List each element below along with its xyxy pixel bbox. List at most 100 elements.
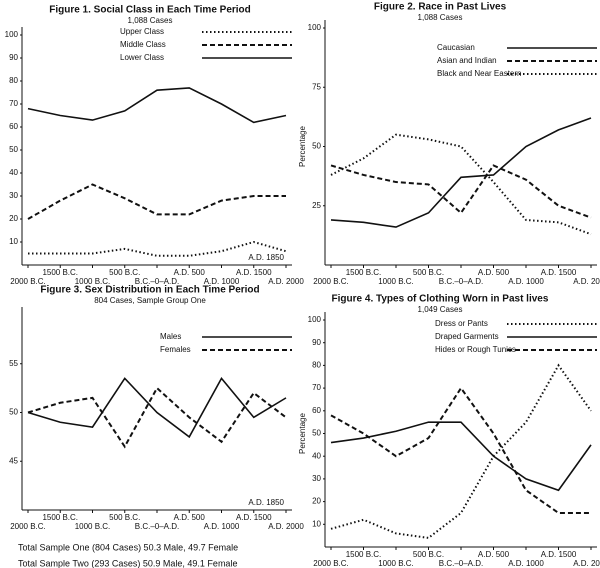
legend-label: Hides or Rough Tunics <box>435 345 516 354</box>
x-tick-label: 1000 B.C. <box>378 277 414 286</box>
x-tick-label: B.C.–0–A.D. <box>135 522 179 531</box>
y-tick-label: 90 <box>9 53 18 62</box>
series-line <box>27 386 287 449</box>
legend-label: Black and Near Eastern <box>437 69 522 78</box>
x-tick-label: 1500 B.C. <box>346 550 382 559</box>
x-tick-label: 1000 B.C. <box>75 522 111 531</box>
x-tick-label: 1500 B.C. <box>42 513 78 522</box>
x-tick-label: A.D. 2000 <box>573 277 600 286</box>
chart-title: Figure 2. Race in Past Lives <box>374 2 507 13</box>
y-tick-label: 40 <box>312 451 321 460</box>
x-tick-label: 500 B.C. <box>413 550 444 559</box>
x-tick-label: A.D. 2000 <box>573 559 600 568</box>
y-tick-label: 30 <box>312 474 321 483</box>
y-tick-label: 10 <box>9 237 18 246</box>
x-tick-label: A.D. 1000 <box>204 277 240 286</box>
chart-title: Figure 4. Types of Clothing Worn in Past… <box>332 294 549 305</box>
series-line <box>28 240 287 257</box>
y-tick-label: 30 <box>9 191 18 200</box>
y-tick-label: 50 <box>312 142 321 151</box>
y-tick-label: 70 <box>312 383 321 392</box>
annotation: A.D. 1850 <box>248 253 284 262</box>
x-tick-label: B.C.–0–A.D. <box>439 277 483 286</box>
x-tick-label: 500 B.C. <box>413 268 444 277</box>
x-tick-label: B.C.–0–A.D. <box>135 277 179 286</box>
x-tick-label: 2000 B.C. <box>313 277 349 286</box>
y-tick-label: 70 <box>9 99 18 108</box>
legend-label: Asian and Indian <box>437 56 497 65</box>
y-tick-label: 90 <box>312 338 321 347</box>
y-tick-label: 25 <box>312 201 321 210</box>
x-tick-label: 1500 B.C. <box>346 268 382 277</box>
y-tick-label: 55 <box>9 359 18 368</box>
x-tick-label: A.D. 1500 <box>236 268 272 277</box>
series-line <box>27 87 287 124</box>
x-tick-label: A.D. 500 <box>478 268 510 277</box>
chart-subtitle: 804 Cases, Sample Group One <box>94 296 206 305</box>
x-tick-label: A.D. 2000 <box>268 277 304 286</box>
x-tick-label: A.D. 2000 <box>268 522 304 531</box>
x-tick-label: A.D. 1500 <box>541 550 577 559</box>
y-tick-label: 50 <box>312 429 321 438</box>
chart-title: Figure 3. Sex Distribution in Each Time … <box>40 285 259 296</box>
chart-subtitle: 1,049 Cases <box>418 305 463 314</box>
series-line <box>330 133 592 236</box>
chart-subtitle: 1,088 Cases <box>418 13 463 22</box>
y-tick-label: 50 <box>9 408 18 417</box>
series-line <box>330 117 592 228</box>
annotation: A.D. 1850 <box>248 498 284 507</box>
x-tick-label: 2000 B.C. <box>313 559 349 568</box>
y-tick-label: 75 <box>312 82 321 91</box>
series-line <box>27 376 287 439</box>
x-tick-label: A.D. 1000 <box>204 522 240 531</box>
y-tick-label: 20 <box>9 214 18 223</box>
y-tick-label: 100 <box>308 23 322 32</box>
y-axis-label: Percentage <box>298 125 307 166</box>
x-tick-label: 500 B.C. <box>109 268 140 277</box>
legend-label: Middle Class <box>120 40 166 49</box>
x-tick-label: A.D. 1500 <box>541 268 577 277</box>
x-tick-label: 1000 B.C. <box>75 277 111 286</box>
x-tick-label: 2000 B.C. <box>10 277 46 286</box>
x-tick-label: A.D. 500 <box>174 513 206 522</box>
x-tick-label: 1000 B.C. <box>378 559 414 568</box>
x-tick-label: A.D. 1000 <box>508 559 544 568</box>
legend-label: Caucasian <box>437 43 475 52</box>
note: Total Sample One (804 Cases) 50.3 Male, … <box>18 542 238 552</box>
y-tick-label: 20 <box>312 497 321 506</box>
chart-title: Figure 1. Social Class in Each Time Peri… <box>49 5 251 16</box>
y-tick-label: 60 <box>312 406 321 415</box>
y-tick-label: 40 <box>9 168 18 177</box>
legend-label: Dress or Pants <box>435 319 488 328</box>
series-line <box>330 363 592 539</box>
series-line <box>330 164 592 219</box>
x-tick-label: 2000 B.C. <box>10 522 46 531</box>
y-tick-label: 10 <box>312 519 321 528</box>
y-tick-label: 45 <box>9 456 18 465</box>
legend-label: Males <box>160 332 181 341</box>
series-line <box>27 183 286 220</box>
legend-label: Draped Garments <box>435 332 499 341</box>
y-axis-label: Percentage <box>298 412 307 453</box>
x-tick-label: A.D. 1500 <box>236 513 272 522</box>
x-tick-label: 1500 B.C. <box>42 268 78 277</box>
legend-label: Lower Class <box>120 53 164 62</box>
y-tick-label: 80 <box>312 361 321 370</box>
x-tick-label: A.D. 500 <box>174 268 206 277</box>
chart-subtitle: 1,088 Cases <box>128 16 173 25</box>
y-tick-label: 100 <box>308 315 322 324</box>
x-tick-label: B.C.–0–A.D. <box>439 559 483 568</box>
x-tick-label: A.D. 500 <box>478 550 510 559</box>
x-tick-label: 500 B.C. <box>109 513 140 522</box>
note: Total Sample Two (293 Cases) 50.9 Male, … <box>18 558 237 568</box>
legend-label: Females <box>160 345 191 354</box>
y-tick-label: 60 <box>9 122 18 131</box>
y-tick-label: 80 <box>9 76 18 85</box>
series-line <box>330 386 591 514</box>
legend-label: Upper Class <box>120 27 164 36</box>
x-tick-label: A.D. 1000 <box>508 277 544 286</box>
series-line <box>330 421 592 492</box>
y-tick-label: 100 <box>5 30 19 39</box>
y-tick-label: 50 <box>9 145 18 154</box>
